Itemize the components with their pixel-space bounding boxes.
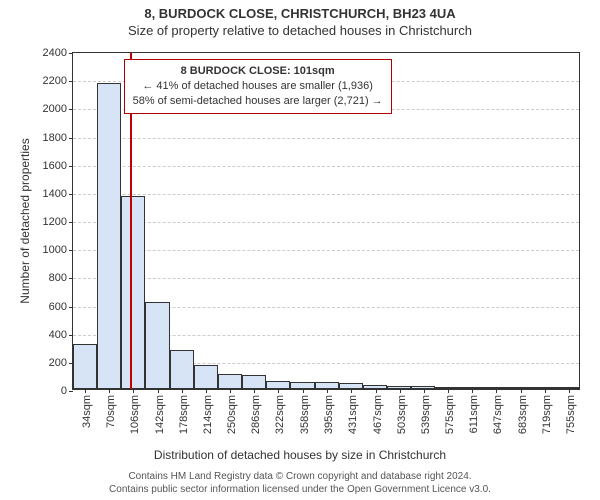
x-tick-mark xyxy=(376,389,377,393)
x-tick-mark xyxy=(303,389,304,393)
x-tick-mark xyxy=(206,389,207,393)
x-tick-mark xyxy=(400,389,401,393)
y-axis-label: Number of detached properties xyxy=(18,138,32,303)
y-tick-label: 1200 xyxy=(43,216,67,228)
y-tick-label: 1400 xyxy=(43,188,67,200)
x-tick-mark xyxy=(327,389,328,393)
x-tick-label: 431sqm xyxy=(347,395,359,434)
grid-line xyxy=(73,194,579,195)
x-tick-label: 250sqm xyxy=(226,395,238,434)
histogram-bar xyxy=(97,83,121,389)
histogram-bar xyxy=(73,344,97,389)
x-tick-label: 70sqm xyxy=(105,395,117,428)
plot-area: 0200400600800100012001400160018002000220… xyxy=(72,52,580,390)
info-box-line3: 58% of semi-detached houses are larger (… xyxy=(133,94,383,109)
histogram-bar xyxy=(170,350,194,389)
info-box: 8 BURDOCK CLOSE: 101sqm ← 41% of detache… xyxy=(124,59,392,114)
histogram-bar xyxy=(194,365,218,389)
x-tick-label: 142sqm xyxy=(154,395,166,434)
footer-line1: Contains HM Land Registry data © Crown c… xyxy=(0,470,600,483)
info-box-line2: ← 41% of detached houses are smaller (1,… xyxy=(133,79,383,94)
x-tick-mark xyxy=(496,389,497,393)
x-tick-label: 647sqm xyxy=(492,395,504,434)
histogram-bar xyxy=(218,374,242,389)
y-tick-label: 1600 xyxy=(43,160,67,172)
y-tick-label: 600 xyxy=(49,301,67,313)
x-tick-mark xyxy=(109,389,110,393)
x-tick-mark xyxy=(230,389,231,393)
x-tick-label: 719sqm xyxy=(541,395,553,434)
grid-line xyxy=(73,138,579,139)
x-tick-mark xyxy=(472,389,473,393)
x-axis-label: Distribution of detached houses by size … xyxy=(0,448,600,462)
histogram-bar xyxy=(121,196,145,389)
info-box-line1: 8 BURDOCK CLOSE: 101sqm xyxy=(133,64,383,79)
x-tick-label: 467sqm xyxy=(372,395,384,434)
x-tick-mark xyxy=(182,389,183,393)
y-tick-label: 1800 xyxy=(43,132,67,144)
histogram-bar xyxy=(266,381,290,389)
y-tick-label: 1000 xyxy=(43,244,67,256)
histogram-bar xyxy=(315,382,339,389)
x-tick-mark xyxy=(278,389,279,393)
x-tick-label: 322sqm xyxy=(274,395,286,434)
y-tick-label: 2200 xyxy=(43,75,67,87)
y-tick-label: 0 xyxy=(61,385,67,397)
x-tick-mark xyxy=(158,389,159,393)
x-tick-label: 178sqm xyxy=(178,395,190,434)
y-tick-label: 400 xyxy=(49,329,67,341)
chart-subtitle: Size of property relative to detached ho… xyxy=(0,21,600,38)
x-tick-mark xyxy=(569,389,570,393)
histogram-bar xyxy=(290,382,314,389)
grid-line xyxy=(73,278,579,279)
x-tick-mark xyxy=(85,389,86,393)
histogram-bar xyxy=(242,375,266,389)
y-tick-label: 800 xyxy=(49,272,67,284)
y-tick-label: 2400 xyxy=(43,47,67,59)
x-tick-label: 755sqm xyxy=(565,395,577,434)
x-tick-mark xyxy=(448,389,449,393)
footer-line2: Contains public sector information licen… xyxy=(0,483,600,496)
x-tick-mark xyxy=(351,389,352,393)
footer: Contains HM Land Registry data © Crown c… xyxy=(0,470,600,496)
x-tick-label: 539sqm xyxy=(420,395,432,434)
grid-line xyxy=(73,250,579,251)
grid-line xyxy=(73,166,579,167)
x-tick-label: 106sqm xyxy=(129,395,141,434)
x-tick-mark xyxy=(545,389,546,393)
x-tick-label: 395sqm xyxy=(323,395,335,434)
x-tick-label: 503sqm xyxy=(396,395,408,434)
x-tick-label: 575sqm xyxy=(444,395,456,434)
x-tick-mark xyxy=(133,389,134,393)
histogram-bar xyxy=(145,302,169,389)
x-tick-label: 611sqm xyxy=(468,395,480,433)
x-tick-label: 214sqm xyxy=(202,395,214,434)
x-tick-label: 34sqm xyxy=(81,395,93,428)
x-tick-label: 286sqm xyxy=(250,395,262,434)
x-tick-label: 358sqm xyxy=(299,395,311,434)
y-tick-label: 2000 xyxy=(43,103,67,115)
chart-title-address: 8, BURDOCK CLOSE, CHRISTCHURCH, BH23 4UA xyxy=(0,0,600,21)
y-tick-label: 200 xyxy=(49,357,67,369)
chart-container: 8, BURDOCK CLOSE, CHRISTCHURCH, BH23 4UA… xyxy=(0,0,600,500)
x-tick-mark xyxy=(254,389,255,393)
x-tick-mark xyxy=(521,389,522,393)
x-tick-mark xyxy=(424,389,425,393)
grid-line xyxy=(73,222,579,223)
x-tick-label: 683sqm xyxy=(517,395,529,434)
